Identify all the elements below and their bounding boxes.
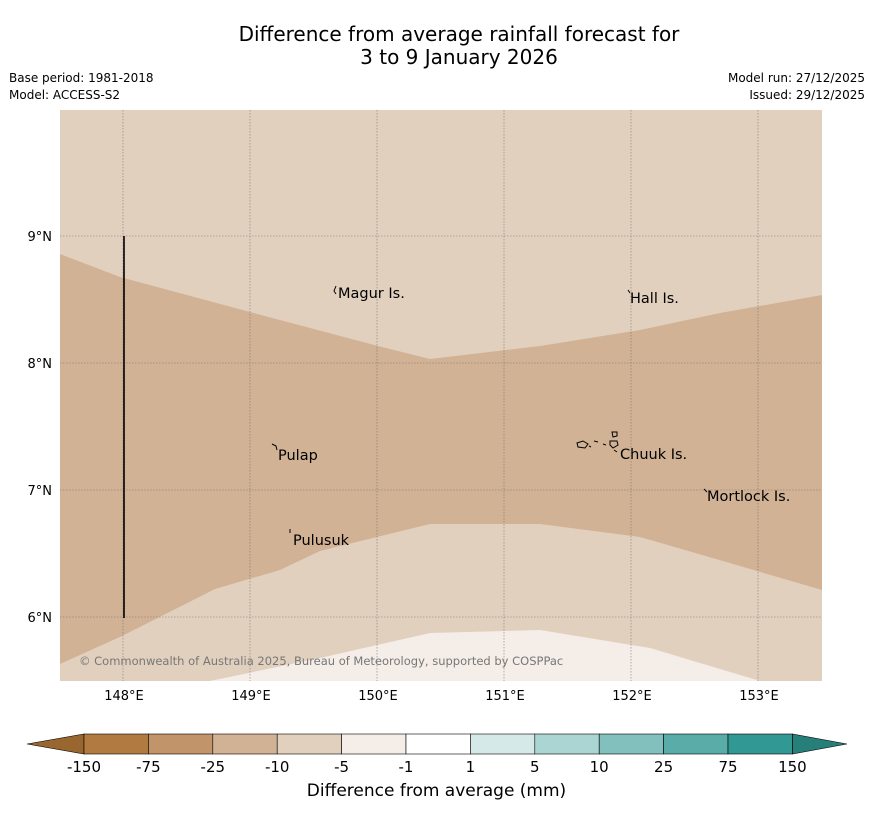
lat-tick-8n: 8°N bbox=[28, 357, 53, 372]
colorbar-extend-high bbox=[792, 733, 848, 755]
lat-tick-6n: 6°N bbox=[28, 611, 53, 626]
lon-tick-152e: 152°E bbox=[612, 689, 652, 704]
model-name: Model: ACCESS-S2 bbox=[9, 88, 121, 102]
issued-date: Issued: 29/12/2025 bbox=[749, 88, 865, 102]
colorbar-title: Difference from average (mm) bbox=[306, 781, 567, 801]
anomaly-band-dry bbox=[60, 254, 822, 664]
colorbar-segment bbox=[83, 733, 149, 755]
lon-tick-153e: 153°E bbox=[739, 689, 779, 704]
colorbar-segment bbox=[727, 733, 793, 755]
island-outlines bbox=[271, 285, 708, 533]
title-line-1: Difference from average rainfall forecas… bbox=[238, 22, 680, 46]
place-label-pulusuk: Pulusuk bbox=[293, 533, 350, 549]
colorbar-tick-label: -10 bbox=[265, 758, 290, 776]
colorbar-tick-label: 1 bbox=[466, 758, 476, 776]
place-label-chuuk: Chuuk Is. bbox=[620, 447, 687, 463]
colorbar-tick-label: 5 bbox=[530, 758, 540, 776]
colorbar-tick-label: 150 bbox=[778, 758, 807, 776]
base-period: Base period: 1981-2018 bbox=[9, 71, 154, 85]
meta-left: Base period: 1981-2018 Model: ACCESS-S2 bbox=[9, 70, 154, 104]
place-label-magur: Magur Is. bbox=[338, 286, 405, 302]
meta-right: Model run: 27/12/2025 Issued: 29/12/2025 bbox=[728, 70, 865, 104]
colorbar-segment bbox=[212, 733, 278, 755]
colorbar-tick-label: -25 bbox=[201, 758, 226, 776]
colorbar-segment bbox=[598, 733, 664, 755]
colorbar-segment bbox=[663, 733, 729, 755]
lon-tick-151e: 151°E bbox=[485, 689, 525, 704]
colorbar-segment bbox=[276, 733, 342, 755]
colorbar-tick-label: -5 bbox=[334, 758, 349, 776]
colorbar-tick-label: -75 bbox=[136, 758, 161, 776]
magur-island-shape bbox=[333, 285, 337, 295]
anomaly-band-lightest-south bbox=[210, 630, 760, 681]
map-panel: Magur Is. Hall Is. Pulap Chuuk Is. Mortl… bbox=[60, 110, 822, 681]
title-line-2: 3 to 9 January 2026 bbox=[360, 45, 558, 69]
longitude-ticks: 148°E 149°E 150°E 151°E 152°E 153°E bbox=[104, 689, 779, 704]
colorbar-segment bbox=[470, 733, 536, 755]
place-labels: Magur Is. Hall Is. Pulap Chuuk Is. Mortl… bbox=[278, 286, 790, 549]
lon-tick-148e: 148°E bbox=[104, 689, 144, 704]
colorbar-tick-label: 75 bbox=[718, 758, 737, 776]
colorbar-segment bbox=[148, 733, 214, 755]
colorbar-extend-low bbox=[26, 733, 85, 755]
lon-tick-149e: 149°E bbox=[231, 689, 271, 704]
latitude-ticks: 9°N 8°N 7°N 6°N bbox=[28, 230, 53, 626]
lat-tick-9n: 9°N bbox=[28, 230, 53, 245]
colorbar-segment bbox=[405, 733, 471, 755]
place-label-mortlock: Mortlock Is. bbox=[707, 489, 790, 505]
hall-island-shape bbox=[627, 289, 631, 294]
colorbar-tick-label: 25 bbox=[654, 758, 673, 776]
graticule bbox=[60, 110, 822, 681]
lon-tick-150e: 150°E bbox=[358, 689, 398, 704]
colorbar-segment bbox=[534, 733, 600, 755]
lat-tick-7n: 7°N bbox=[28, 484, 53, 499]
colorbar-tick-label: -1 bbox=[399, 758, 414, 776]
pulap-island-shape bbox=[271, 443, 278, 451]
colorbar-segment bbox=[341, 733, 407, 755]
model-run: Model run: 27/12/2025 bbox=[727, 71, 865, 85]
place-label-hall: Hall Is. bbox=[630, 291, 679, 307]
mortlock-island-shape bbox=[703, 488, 708, 493]
colorbar: -150 -75 -25 -10 -5 -1 1 5 10 25 75 150 bbox=[26, 733, 848, 776]
copyright-notice: © Commonwealth of Australia 2025, Bureau… bbox=[79, 654, 563, 668]
colorbar-tick-label: 10 bbox=[590, 758, 609, 776]
chuuk-lagoon-shape bbox=[576, 431, 619, 453]
colorbar-tick-label: -150 bbox=[67, 758, 101, 776]
place-label-pulap: Pulap bbox=[278, 448, 318, 464]
